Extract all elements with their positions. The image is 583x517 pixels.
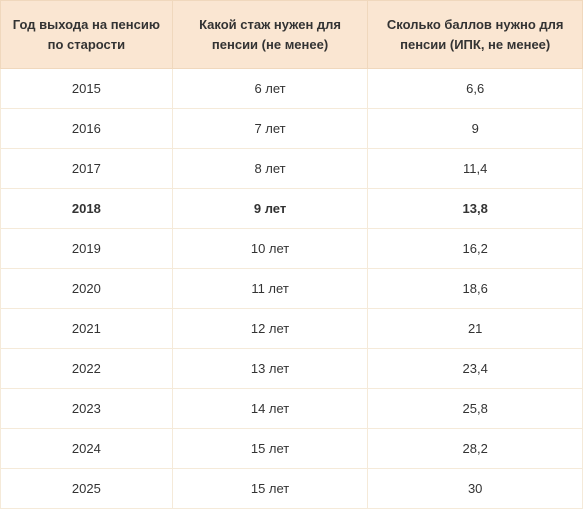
- col-header-points: Сколько баллов нужно для пенсии (ИПК, не…: [368, 1, 583, 69]
- cell-year: 2024: [1, 429, 173, 469]
- cell-year: 2019: [1, 229, 173, 269]
- cell-points: 28,2: [368, 429, 583, 469]
- cell-year: 2015: [1, 69, 173, 109]
- table-row: 2018 9 лет 13,8: [1, 189, 583, 229]
- cell-stazh: 13 лет: [172, 349, 368, 389]
- cell-year: 2016: [1, 109, 173, 149]
- table-row: 2020 11 лет 18,6: [1, 269, 583, 309]
- cell-points: 11,4: [368, 149, 583, 189]
- cell-stazh: 7 лет: [172, 109, 368, 149]
- cell-points: 9: [368, 109, 583, 149]
- table-row: 2019 10 лет 16,2: [1, 229, 583, 269]
- table-row: 2015 6 лет 6,6: [1, 69, 583, 109]
- table-row: 2021 12 лет 21: [1, 309, 583, 349]
- cell-stazh: 8 лет: [172, 149, 368, 189]
- table-row: 2016 7 лет 9: [1, 109, 583, 149]
- cell-year: 2021: [1, 309, 173, 349]
- cell-points: 13,8: [368, 189, 583, 229]
- cell-stazh: 15 лет: [172, 429, 368, 469]
- cell-year: 2023: [1, 389, 173, 429]
- cell-stazh: 12 лет: [172, 309, 368, 349]
- cell-stazh: 11 лет: [172, 269, 368, 309]
- table-row: 2023 14 лет 25,8: [1, 389, 583, 429]
- cell-year: 2018: [1, 189, 173, 229]
- cell-points: 6,6: [368, 69, 583, 109]
- cell-points: 30: [368, 469, 583, 509]
- pension-requirements-table: Год выхода на пенсию по старости Какой с…: [0, 0, 583, 509]
- cell-points: 23,4: [368, 349, 583, 389]
- col-header-stazh: Какой стаж нужен для пенсии (не менее): [172, 1, 368, 69]
- cell-year: 2022: [1, 349, 173, 389]
- cell-stazh: 6 лет: [172, 69, 368, 109]
- cell-points: 16,2: [368, 229, 583, 269]
- cell-points: 21: [368, 309, 583, 349]
- col-header-year: Год выхода на пенсию по старости: [1, 1, 173, 69]
- cell-stazh: 9 лет: [172, 189, 368, 229]
- cell-year: 2025: [1, 469, 173, 509]
- table-row: 2024 15 лет 28,2: [1, 429, 583, 469]
- cell-points: 25,8: [368, 389, 583, 429]
- table-header-row: Год выхода на пенсию по старости Какой с…: [1, 1, 583, 69]
- table-row: 2022 13 лет 23,4: [1, 349, 583, 389]
- table-row: 2025 15 лет 30: [1, 469, 583, 509]
- cell-year: 2017: [1, 149, 173, 189]
- cell-stazh: 10 лет: [172, 229, 368, 269]
- cell-year: 2020: [1, 269, 173, 309]
- cell-points: 18,6: [368, 269, 583, 309]
- cell-stazh: 15 лет: [172, 469, 368, 509]
- cell-stazh: 14 лет: [172, 389, 368, 429]
- table-row: 2017 8 лет 11,4: [1, 149, 583, 189]
